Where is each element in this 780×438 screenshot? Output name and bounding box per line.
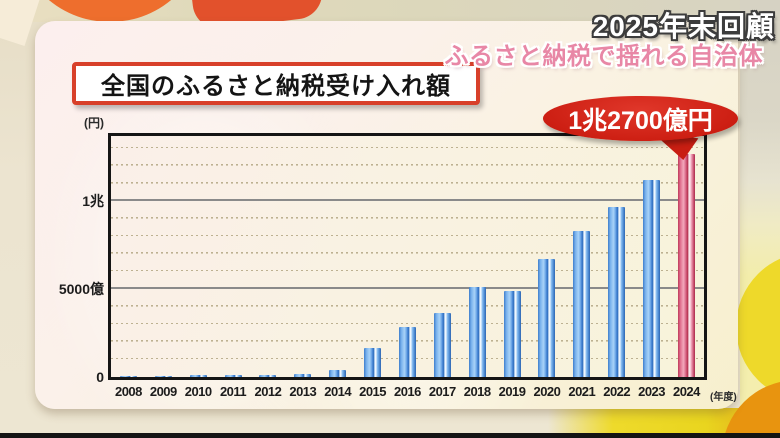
x-tick-2016: 2016: [393, 384, 421, 399]
x-tick-2014: 2014: [324, 384, 352, 399]
bar-slot-2010: [181, 136, 216, 377]
chart-title: 全国のふるさと納税受け入れ額: [101, 73, 451, 100]
bar-slot-2012: [251, 136, 286, 377]
bar-2018: [468, 286, 486, 377]
bar-2021: [573, 230, 591, 377]
gridline-8000: [111, 234, 704, 237]
bar-slot-2014: [320, 136, 355, 377]
gridline-10000: [111, 199, 704, 202]
x-tick-2008: 2008: [114, 384, 142, 399]
bar-2014: [329, 370, 347, 377]
bar-2012: [259, 375, 277, 377]
bar-2023: [643, 180, 661, 377]
bar-slot-2019: [495, 136, 530, 377]
bar-slot-2022: [599, 136, 634, 377]
bars-layer: [111, 136, 704, 377]
y-axis-unit-label: (円): [84, 116, 104, 130]
x-tick-2017: 2017: [428, 384, 456, 399]
bar-slot-2011: [216, 136, 251, 377]
bar-slot-2023: [634, 136, 669, 377]
x-tick-2009: 2009: [149, 384, 177, 399]
x-tick-2012: 2012: [254, 384, 282, 399]
x-tick-2021: 2021: [568, 384, 596, 399]
y-tick-5000: 5000億: [58, 281, 104, 298]
x-axis-unit-label: (年度): [710, 392, 737, 403]
callout-value: 1兆2700億円: [568, 106, 713, 135]
bar-2015: [364, 347, 382, 377]
gridline-6000: [111, 269, 704, 272]
bar-2009: [154, 375, 172, 377]
bottom-black-bar: [0, 433, 780, 438]
x-tick-2019: 2019: [498, 384, 526, 399]
gridline-3000: [111, 322, 704, 325]
gridline-13000: [111, 146, 704, 149]
x-tick-2022: 2022: [603, 384, 631, 399]
x-axis: 2008 2009 2010 2011 2012 2013 2014 2015 2016 2017…: [111, 384, 704, 399]
bar-2017: [433, 312, 451, 377]
x-tick-2010: 2010: [184, 384, 212, 399]
x-tick-2013: 2013: [289, 384, 317, 399]
bar-slot-2018: [460, 136, 495, 377]
bar-slot-2015: [355, 136, 390, 377]
bar-slot-2009: [146, 136, 181, 377]
y-tick-10000: 1兆: [82, 193, 104, 210]
bar-slot-2024: [669, 136, 704, 377]
bar-2013: [294, 374, 312, 377]
gridline-11000: [111, 181, 704, 184]
bar-2016: [398, 326, 416, 377]
bar-slot-2017: [425, 136, 460, 377]
topic-headline: ふるさと納税で揺れる自治体: [444, 43, 763, 70]
gridline-4000: [111, 304, 704, 307]
program-tag: 2025年末回顧: [592, 11, 775, 42]
bar-2011: [224, 374, 242, 377]
bar-2022: [608, 207, 626, 377]
bar-slot-2021: [564, 136, 599, 377]
bar-slot-2016: [390, 136, 425, 377]
bar-2010: [189, 375, 207, 377]
x-tick-2011: 2011: [219, 384, 247, 399]
bar-2020: [538, 258, 556, 377]
gridline-7000: [111, 251, 704, 254]
callout-bubble: 1兆2700億円: [543, 96, 738, 141]
x-tick-2020: 2020: [533, 384, 561, 399]
plot-area: [108, 133, 707, 380]
x-tick-2018: 2018: [463, 384, 491, 399]
x-tick-2023: 2023: [638, 384, 666, 399]
x-tick-2024: 2024: [672, 384, 700, 399]
x-tick-2015: 2015: [359, 384, 387, 399]
y-axis: 0 5000億 1兆: [28, 136, 104, 385]
bar-2008: [119, 375, 137, 377]
gridline-12000: [111, 163, 704, 166]
bar-slot-2013: [285, 136, 320, 377]
bar-2024: [677, 153, 695, 377]
y-tick-0: 0: [96, 369, 104, 385]
gridline-5000: [111, 287, 704, 290]
gridline-9000: [111, 216, 704, 219]
chart-title-box: 全国のふるさと納税受け入れ額: [72, 62, 480, 105]
bar-slot-2008: [111, 136, 146, 377]
bar-slot-2020: [530, 136, 565, 377]
bar-2019: [503, 291, 521, 377]
